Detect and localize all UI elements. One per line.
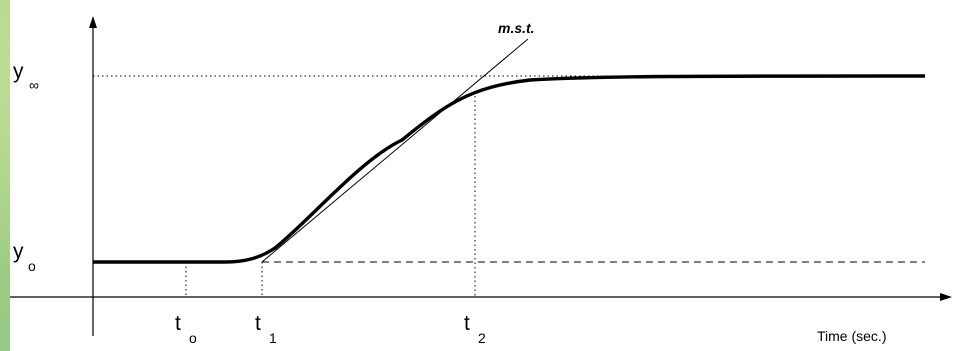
y-inf-subscript: ∞: [29, 77, 39, 93]
step-response-curve: [93, 74, 926, 264]
t1-label: t: [255, 312, 261, 335]
x-axis-arrowhead: [940, 293, 952, 301]
t2-label: t: [464, 312, 470, 335]
y-axis-arrowhead: [89, 16, 97, 28]
y0-label: y: [13, 240, 24, 263]
t0-label: t: [175, 312, 181, 335]
diagram-panel: [10, 0, 953, 351]
y0-subscript: o: [28, 258, 36, 274]
x-axis-title: Time (sec.): [817, 328, 886, 344]
t1-subscript: 1: [269, 330, 277, 346]
mst-annotation: m.s.t.: [498, 20, 535, 36]
t0-subscript: o: [189, 330, 197, 346]
y-inf-label: y: [13, 60, 24, 83]
max-slope-tangent-line: [261, 38, 529, 263]
t2-subscript: 2: [478, 330, 486, 346]
